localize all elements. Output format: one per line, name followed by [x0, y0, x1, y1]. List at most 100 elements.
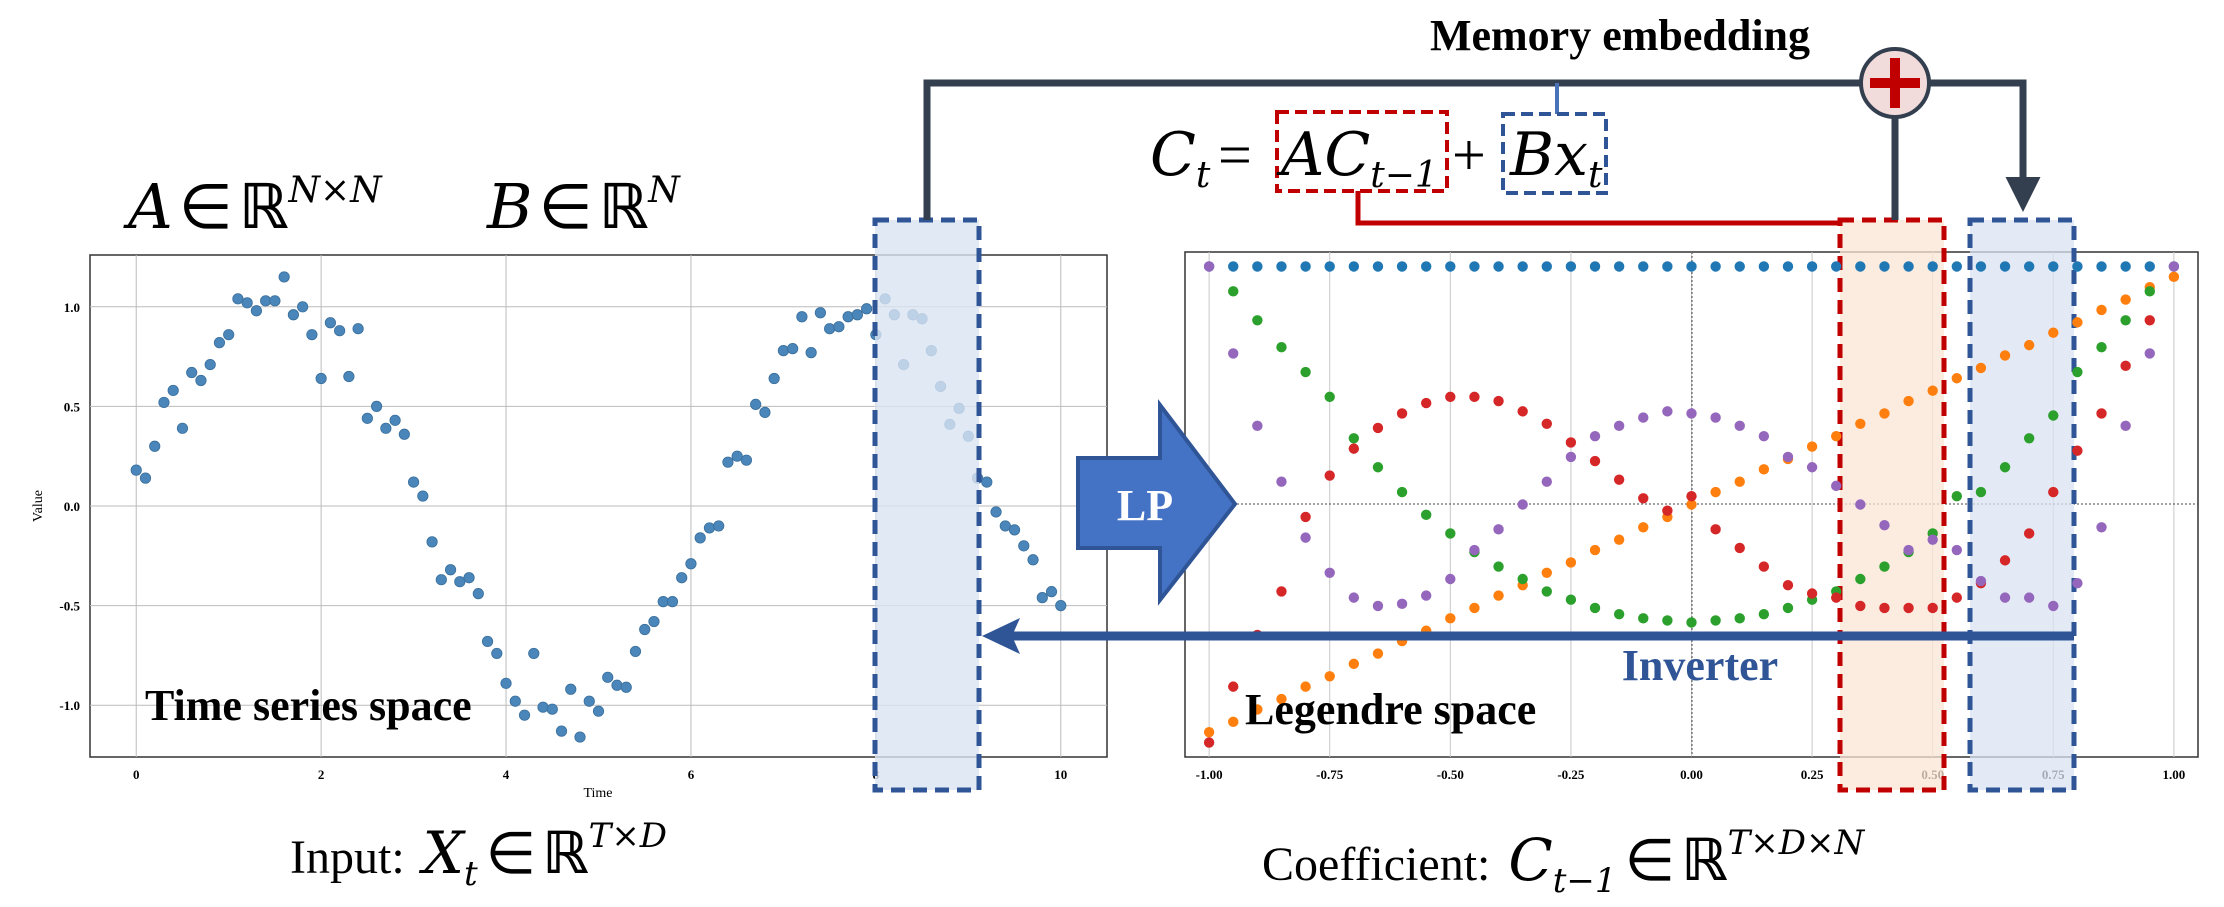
lg-data-point [2072, 366, 2083, 378]
ts-data-point [195, 374, 207, 387]
svg-text:Bxt: Bxt [1509, 120, 1603, 196]
ts-data-point [139, 472, 152, 484]
lg-data-point [2096, 408, 2107, 419]
lg-data-point [1975, 486, 1987, 498]
lg-data-point [1276, 586, 1287, 597]
new-coef-box[interactable] [1967, 217, 2077, 793]
ts-data-point [713, 520, 725, 532]
ts-data-point [759, 406, 771, 418]
lg-data-point [1203, 737, 1215, 748]
lg-data-point [1879, 519, 1890, 531]
input-window-box[interactable] [872, 217, 982, 793]
lg-data-point [1396, 486, 1408, 498]
ts-data-point [796, 311, 808, 323]
ts-data-point [676, 572, 688, 584]
ts-data-point [472, 588, 484, 600]
ts-data-point [463, 572, 475, 584]
lg-data-point [1493, 261, 1504, 272]
ts-data-point [666, 596, 679, 608]
ts-data-point [204, 358, 216, 371]
lg-data-point [2023, 339, 2035, 351]
lg-data-point [1999, 555, 2011, 566]
lg-data-point [1517, 406, 1528, 417]
lg-data-point [2096, 261, 2107, 272]
lg-data-point [1686, 617, 1697, 628]
lg-data-point [1638, 261, 1649, 272]
ts-data-point [149, 440, 161, 452]
ts-data-point [981, 476, 993, 488]
ts-data-point [814, 307, 826, 319]
lg-data-point [1565, 451, 1577, 463]
lg-data-point [2048, 600, 2059, 612]
lg-data-point [2144, 286, 2155, 297]
lg-data-point [1734, 420, 1745, 432]
lg-data-point [1324, 470, 1335, 481]
ts-data-point [232, 293, 244, 305]
lg-data-point [1613, 474, 1625, 485]
ts-ylabel: Value [31, 490, 46, 522]
ts-data-point [407, 476, 420, 488]
ts-xtick-label: 10 [1054, 767, 1067, 782]
lg-xtick-label: 1.00 [2163, 767, 2186, 782]
lg-data-point [1879, 561, 1890, 572]
lg-data-point [1493, 524, 1504, 535]
lg-xtick-label: 0.25 [1801, 767, 1824, 782]
lg-xtick-label: -0.75 [1316, 767, 1344, 782]
ts-ytick-label: 0.5 [64, 399, 81, 414]
ts-data-point [1055, 600, 1067, 612]
ts-data-point [1036, 592, 1048, 604]
ts-data-point [722, 456, 734, 468]
ts-data-point [999, 520, 1011, 532]
ts-data-point [824, 323, 836, 335]
lg-data-point [1517, 573, 1528, 585]
ts-ytick-label: -1.0 [59, 698, 80, 713]
lg-data-point [1300, 261, 1311, 272]
eq-ac-sub: t−1 [1370, 155, 1438, 196]
lg-data-point [1324, 261, 1335, 272]
ts-ytick-label: 1.0 [64, 300, 80, 315]
ts-data-point [740, 454, 753, 466]
ts-data-point [167, 384, 179, 397]
ts-data-point [611, 679, 623, 691]
eq-plus: + [1452, 122, 1486, 188]
lg-data-point [1879, 602, 1890, 614]
lg-data-point [1758, 561, 1770, 572]
ts-xtick-label: 2 [318, 767, 325, 782]
lg-data-point [1469, 544, 1480, 556]
lg-data-point [1300, 366, 1311, 378]
lg-data-point [1372, 462, 1384, 473]
lg-data-point [1541, 567, 1552, 578]
ts-data-point [805, 347, 817, 359]
lg-data-point [1589, 544, 1601, 556]
lg-data-point [1879, 261, 1890, 272]
lg-data-point [1565, 261, 1577, 272]
lg-data-point [1662, 261, 1673, 272]
lg-data-point [1252, 704, 1263, 715]
ts-data-point [768, 372, 780, 385]
ac-connector [1355, 191, 1838, 226]
lg-data-point [1445, 261, 1456, 272]
lg-xtick-label: 0.00 [1680, 767, 1703, 782]
ts-data-point [454, 576, 466, 588]
ts-data-point [777, 345, 790, 357]
lg-data-point [1493, 395, 1504, 407]
lg-data-point [1831, 431, 1842, 442]
ts-data-point [223, 329, 235, 341]
ts-data-point [629, 645, 642, 658]
lg-data-point [1613, 261, 1625, 272]
lg-data-point [1445, 613, 1456, 624]
eq-b: B [1509, 120, 1554, 190]
lg-data-point [1927, 385, 1938, 396]
lg-data-point [1710, 486, 1721, 498]
memory-embedding-label: Memory embedding [1430, 11, 1810, 60]
inverter-arrow[interactable] [982, 618, 2074, 654]
ts-data-point [648, 615, 660, 628]
lg-data-point [1445, 528, 1456, 539]
ts-data-point [186, 366, 198, 379]
lg-data-point [1252, 315, 1263, 326]
lg-data-point [2144, 348, 2155, 359]
lg-data-point [1396, 598, 1408, 610]
lg-data-point [1203, 726, 1215, 738]
lg-data-point [1951, 491, 1963, 502]
right-arrow-icon[interactable]: LP [1076, 399, 1238, 606]
